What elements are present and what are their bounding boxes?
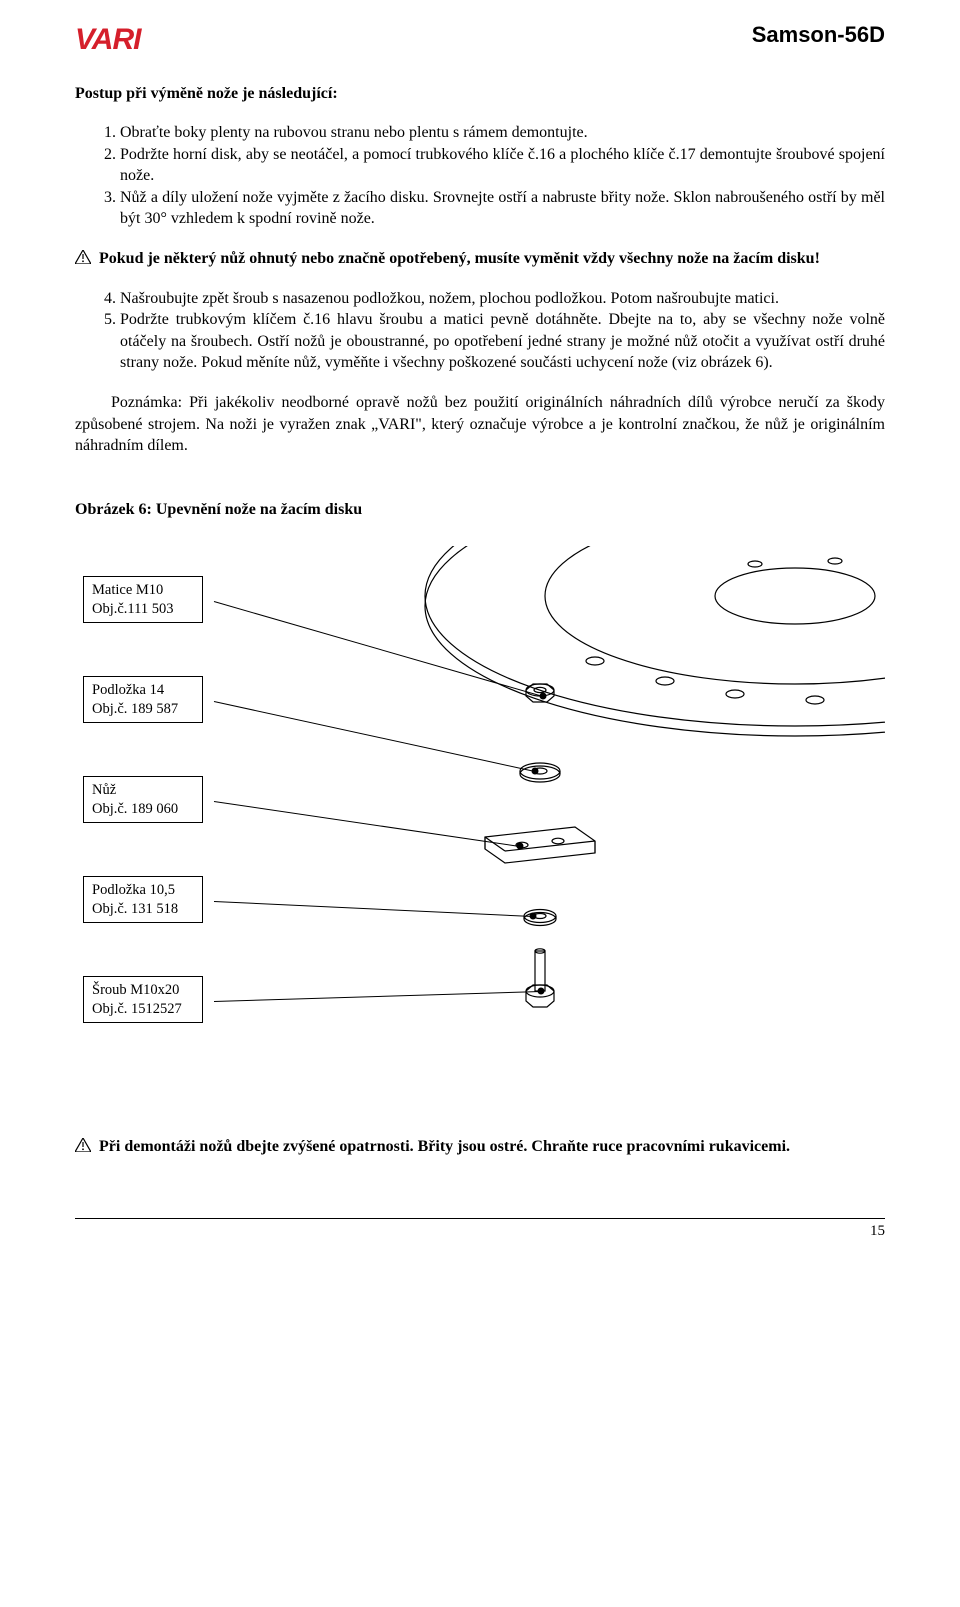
leader-dot xyxy=(517,843,524,850)
steps-list-b: Našroubujte zpět šroub s nasazenou podlo… xyxy=(75,288,885,374)
leader-dot xyxy=(540,693,547,700)
leader-dot xyxy=(532,768,539,775)
step-2: Podržte horní disk, aby se neotáčel, a p… xyxy=(120,144,885,187)
step-4: Našroubujte zpět šroub s nasazenou podlo… xyxy=(120,288,885,310)
warning-2: Při demontáži nožů dbejte zvýšené opatrn… xyxy=(75,1136,885,1158)
footer-rule xyxy=(75,1218,885,1219)
label-nut-code: Obj.č.111 503 xyxy=(92,600,194,618)
figure-title: Obrázek 6: Upevnění nože na žacím disku xyxy=(75,499,885,521)
label-bolt: Šroub M10x20 Obj.č. 1512527 xyxy=(83,976,203,1022)
brand-logo: VARI xyxy=(75,20,140,61)
label-washer14-code: Obj.č. 189 587 xyxy=(92,700,194,718)
leader-dot xyxy=(538,988,545,995)
figure-6: Matice M10 Obj.č.111 503 Podložka 14 Obj… xyxy=(75,546,885,1106)
label-bolt-code: Obj.č. 1512527 xyxy=(92,1000,194,1018)
page-number: 15 xyxy=(75,1221,885,1241)
label-washer105-code: Obj.č. 131 518 xyxy=(92,900,194,918)
steps-list-a: Obraťte boky plenty na rubovou stranu ne… xyxy=(75,122,885,230)
note-paragraph: Poznámka: Při jakékoliv neodborné opravě… xyxy=(75,392,885,457)
step-5: Podržte trubkovým klíčem č.16 hlavu šrou… xyxy=(120,309,885,374)
warning-2-text: Při demontáži nožů dbejte zvýšené opatrn… xyxy=(99,1136,790,1158)
warning-1-text: Pokud je některý nůž ohnutý nebo značně … xyxy=(99,248,820,270)
label-washer14: Podložka 14 Obj.č. 189 587 xyxy=(83,676,203,722)
label-blade-code: Obj.č. 189 060 xyxy=(92,800,194,818)
procedure-title: Postup při výměně nože je následující: xyxy=(75,83,885,105)
warning-icon xyxy=(75,1138,91,1152)
step-3: Nůž a díly uložení nože vyjměte z žacího… xyxy=(120,187,885,230)
label-washer105-name: Podložka 10,5 xyxy=(92,881,194,899)
label-bolt-name: Šroub M10x20 xyxy=(92,981,194,999)
label-washer14-name: Podložka 14 xyxy=(92,681,194,699)
label-nut-name: Matice M10 xyxy=(92,581,194,599)
warning-icon xyxy=(75,250,91,264)
page-header: VARI Samson-56D xyxy=(75,20,885,61)
step-1: Obraťte boky plenty na rubovou stranu ne… xyxy=(120,122,885,144)
label-washer105: Podložka 10,5 Obj.č. 131 518 xyxy=(83,876,203,922)
warning-1: Pokud je některý nůž ohnutý nebo značně … xyxy=(75,248,885,270)
label-blade: Nůž Obj.č. 189 060 xyxy=(83,776,203,822)
leader-dot xyxy=(530,913,537,920)
label-nut: Matice M10 Obj.č.111 503 xyxy=(83,576,203,622)
product-model: Samson-56D xyxy=(752,20,885,50)
label-blade-name: Nůž xyxy=(92,781,194,799)
